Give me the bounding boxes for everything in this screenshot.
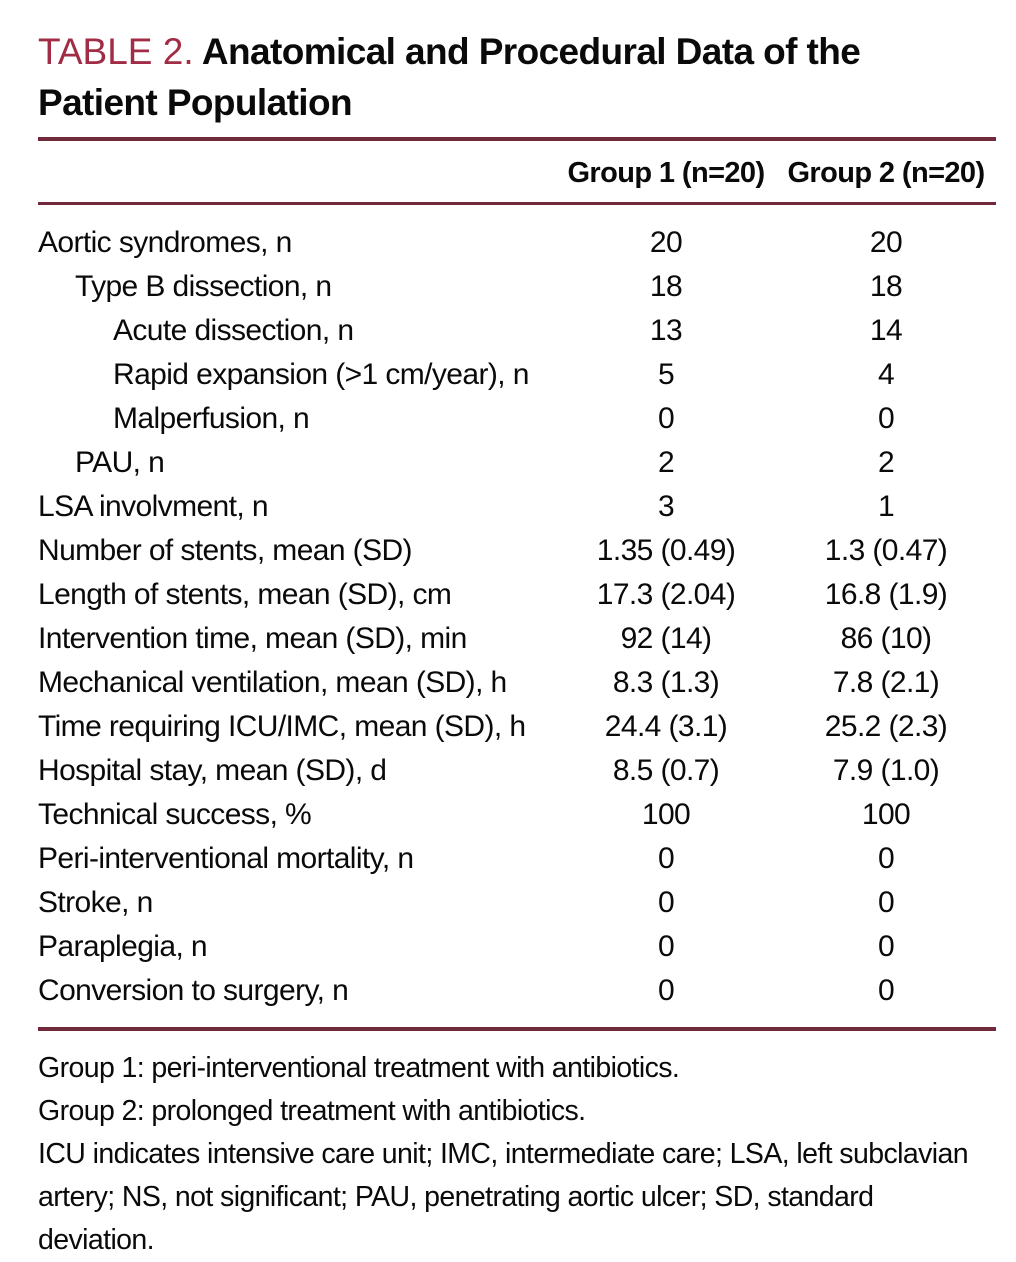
row-label: Rapid expansion (>1 cm/year), n [113,358,529,391]
cell-value-group2: 86 (10) [840,622,932,655]
table-row: Stroke, n 0 0 [38,881,996,925]
cell-value-group2: 14 [869,314,903,347]
column-header-group2: Group 2 (n=20) [787,157,985,189]
cell-value-group2: 7.9 (1.0) [832,754,940,787]
cell-value-group2: 7.8 (2.1) [832,666,940,699]
table-title-line1: Anatomical and Procedural Data of the [201,31,861,72]
table-body: Aortic syndromes, n 20 20 Type B dissect… [38,205,996,1027]
row-label: Malperfusion, n [113,402,310,435]
cell-value-group2: 100 [861,798,911,831]
table-row: Mechanical ventilation, mean (SD), h 8.3… [38,661,996,705]
cell-value-group2: 25.2 (2.3) [824,710,948,743]
table-row: Peri-interventional mortality, n 0 0 [38,837,996,881]
table-row: Malperfusion, n 0 0 [38,397,996,441]
row-label: Technical success, % [38,798,312,831]
table-row: Paraplegia, n 0 0 [38,925,996,969]
cell-value-group1: 20 [649,226,683,259]
row-label: Peri-interventional mortality, n [38,842,414,875]
cell-value-group1: 5 [657,358,675,391]
cell-value-group2: 20 [869,226,903,259]
row-label: Length of stents, mean (SD), cm [38,578,452,611]
row-label: Conversion to surgery, n [38,974,349,1007]
cell-value-group2: 16.8 (1.9) [824,578,948,611]
cell-value-group2: 0 [877,974,895,1007]
cell-value-group1: 8.5 (0.7) [612,754,720,787]
cell-value-group2: 0 [877,886,895,919]
table-row: Aortic syndromes, n 20 20 [38,221,996,265]
table-title-block: TABLE 2. Anatomical and Procedural Data … [38,26,996,128]
table-row: Type B dissection, n 18 18 [38,265,996,309]
cell-value-group1: 100 [641,798,691,831]
table-row: Length of stents, mean (SD), cm 17.3 (2.… [38,573,996,617]
footnote-abbreviations: ICU indicates intensive care unit; IMC, … [38,1138,969,1256]
cell-value-group1: 0 [657,930,675,963]
table-row: Time requiring ICU/IMC, mean (SD), h 24.… [38,705,996,749]
cell-value-group1: 18 [649,270,683,303]
row-label: LSA involvment, n [38,490,269,523]
bottom-rule-divider [38,1027,996,1031]
table-row: Rapid expansion (>1 cm/year), n 5 4 [38,353,996,397]
table-row: Intervention time, mean (SD), min 92 (14… [38,617,996,661]
row-label: Intervention time, mean (SD), min [38,622,467,655]
cell-value-group1: 0 [657,886,675,919]
row-label: Mechanical ventilation, mean (SD), h [38,666,507,699]
table-row: Conversion to surgery, n 0 0 [38,969,996,1013]
table-row: Acute dissection, n 13 14 [38,309,996,353]
row-label: Stroke, n [38,886,153,919]
table-number-label: TABLE 2. [38,31,194,72]
row-label: Aortic syndromes, n [38,226,292,259]
cell-value-group1: 8.3 (1.3) [612,666,720,699]
row-label: Time requiring ICU/IMC, mean (SD), h [38,710,526,743]
table-title-line2: Patient Population [38,82,353,123]
cell-value-group1: 92 (14) [620,622,712,655]
table-row: Technical success, % 100 100 [38,793,996,837]
cell-value-group1: 1.35 (0.49) [596,534,736,567]
cell-value-group1: 0 [657,842,675,875]
table-row: Number of stents, mean (SD) 1.35 (0.49) … [38,529,996,573]
row-label: Hospital stay, mean (SD), d [38,754,387,787]
column-header-group1: Group 1 (n=20) [567,157,765,189]
footnote-group2-definition: Group 2: prolonged treatment with antibi… [38,1095,586,1127]
cell-value-group2: 1 [877,490,895,523]
cell-value-group2: 2 [877,446,895,479]
row-label: Acute dissection, n [113,314,354,347]
row-label: Paraplegia, n [38,930,208,963]
footnotes-block: Group 1: peri-interventional treatment w… [38,1047,996,1262]
cell-value-group2: 18 [869,270,903,303]
row-label: Number of stents, mean (SD) [38,534,413,567]
column-header-row: Group 1 (n=20) Group 2 (n=20) [38,141,996,202]
cell-value-group1: 0 [657,974,675,1007]
cell-value-group1: 24.4 (3.1) [604,710,728,743]
cell-value-group1: 3 [657,490,675,523]
footnote-group1-definition: Group 1: peri-interventional treatment w… [38,1052,680,1084]
cell-value-group2: 4 [877,358,895,391]
top-rule-divider [38,137,996,141]
cell-value-group2: 0 [877,842,895,875]
cell-value-group1: 2 [657,446,675,479]
row-label: Type B dissection, n [75,270,332,303]
cell-value-group1: 0 [657,402,675,435]
cell-value-group1: 13 [649,314,683,347]
paper-table-page: TABLE 2. Anatomical and Procedural Data … [38,26,996,1256]
row-label: PAU, n [75,446,165,479]
cell-value-group2: 0 [877,402,895,435]
table-row: Hospital stay, mean (SD), d 8.5 (0.7) 7.… [38,749,996,793]
table-row: PAU, n 2 2 [38,441,996,485]
cell-value-group2: 0 [877,930,895,963]
cell-value-group1: 17.3 (2.04) [596,578,736,611]
header-rule-divider [38,202,996,205]
cell-value-group2: 1.3 (0.47) [824,534,948,567]
table-row: LSA involvment, n 3 1 [38,485,996,529]
